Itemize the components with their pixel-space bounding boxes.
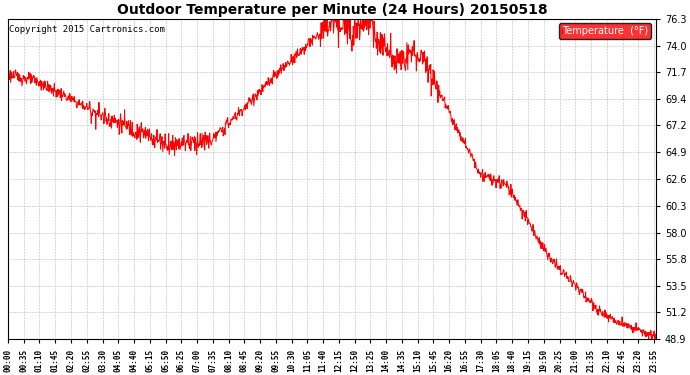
Title: Outdoor Temperature per Minute (24 Hours) 20150518: Outdoor Temperature per Minute (24 Hours… — [117, 3, 547, 18]
Legend: Temperature  (°F): Temperature (°F) — [559, 24, 651, 39]
Text: Copyright 2015 Cartronics.com: Copyright 2015 Cartronics.com — [9, 25, 165, 34]
